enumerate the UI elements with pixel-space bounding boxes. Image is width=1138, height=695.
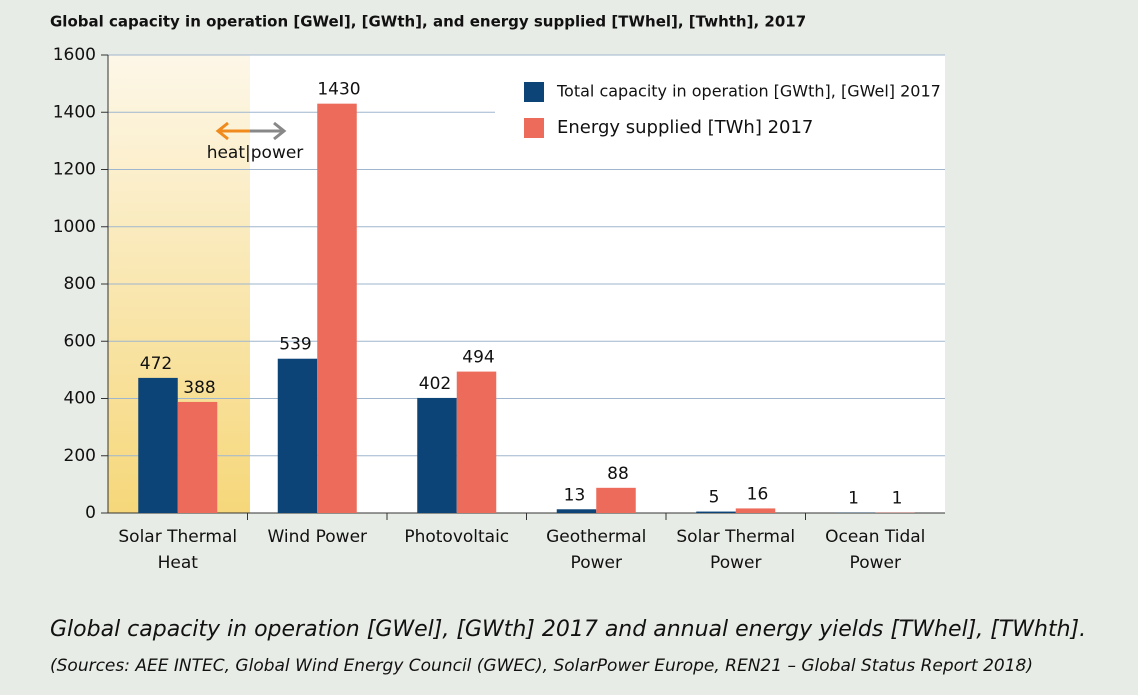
y-tick-label: 400	[64, 389, 96, 409]
data-label: 494	[462, 348, 494, 368]
legend-swatch	[524, 118, 544, 138]
data-label: 1	[892, 489, 903, 509]
annotation-arrows	[215, 121, 287, 141]
y-tick-label: 600	[64, 331, 96, 351]
data-label: 88	[607, 464, 629, 484]
y-tick-label: 1400	[53, 102, 96, 122]
x-tick-label: Wind Power	[267, 527, 367, 547]
y-tick-label: 1000	[53, 217, 96, 237]
data-label: 16	[747, 484, 769, 504]
bar	[696, 511, 736, 513]
data-label: 5	[709, 488, 720, 508]
legend-label: Total capacity in operation [GWth], [GWe…	[556, 82, 941, 101]
x-tick-label: Geothermal Power	[546, 527, 646, 573]
bar	[277, 358, 318, 513]
y-tick-label: 0	[85, 503, 96, 523]
x-tick-label: Solar Thermal Heat	[118, 527, 237, 573]
data-label: 13	[564, 485, 586, 505]
bar	[735, 508, 776, 513]
y-tick-label: 200	[64, 446, 96, 466]
data-label: 402	[419, 374, 451, 394]
data-label: 388	[183, 378, 215, 398]
y-tick-label: 800	[64, 274, 96, 294]
data-label: 472	[140, 354, 172, 374]
data-label: 1	[848, 489, 859, 509]
source: (Sources: AEE INTEC, Global Wind Energy …	[50, 656, 1033, 676]
bar	[556, 509, 597, 513]
annotation: heat|power	[207, 143, 304, 163]
legend-label: Energy supplied [TWh] 2017	[557, 117, 813, 138]
bar	[317, 103, 357, 513]
bar	[456, 371, 497, 513]
data-label: 1430	[317, 80, 360, 100]
x-tick-label: Ocean Tidal Power	[825, 527, 925, 573]
data-label: 539	[279, 335, 311, 355]
y-tick-label: 1200	[53, 160, 96, 180]
caption: Global capacity in operation [GWel], [GW…	[50, 617, 1086, 642]
legend-swatch	[524, 82, 544, 102]
bar	[596, 487, 636, 513]
bar	[417, 397, 457, 513]
bar	[177, 401, 218, 513]
x-tick-label: Solar Thermal Power	[676, 527, 795, 573]
x-tick-label: Photovoltaic	[404, 527, 509, 547]
y-tick-label: 1600	[53, 45, 96, 65]
chart-title: Global capacity in operation [GWel], [GW…	[50, 13, 806, 31]
bar	[138, 377, 178, 513]
